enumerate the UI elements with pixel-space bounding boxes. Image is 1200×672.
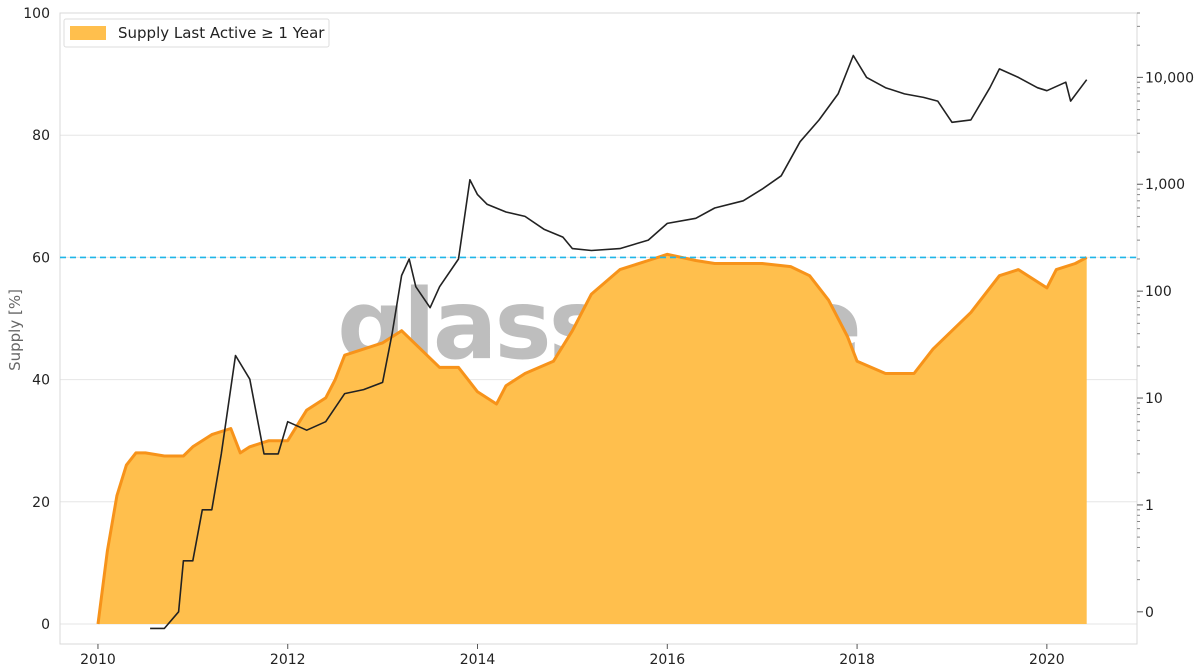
y2-tick-label-100: 100	[1145, 284, 1172, 300]
legend-box	[63, 18, 330, 48]
series-area-layer	[96, 252, 1088, 625]
y2-tick-label-0: 0	[1145, 605, 1154, 621]
y-tick-label-60: 60	[32, 250, 50, 266]
y2-tick-label-10,000: 10,000	[1145, 70, 1194, 86]
y-axis-label: Supply [%]	[6, 289, 24, 371]
x-tick-label-2018: 2018	[839, 652, 875, 668]
series-area-supply-fill	[97, 254, 1087, 625]
y-tick-label-0: 0	[41, 617, 50, 633]
y-tick-label-100: 100	[23, 6, 50, 22]
y2-tick-label-1: 1	[1145, 498, 1154, 514]
y2-tick-label-10: 10	[1145, 391, 1163, 407]
y-tick-label-20: 20	[32, 495, 50, 511]
legend: Supply Last Active ≥ 1 Year	[63, 18, 330, 48]
y2-tick-label-1,000: 1,000	[1145, 177, 1185, 193]
x-tick-label-2020: 2020	[1029, 652, 1065, 668]
x-axis-ticks: 2010 2012 2014 2016 2018 2020	[80, 644, 1065, 668]
legend-swatch	[70, 26, 106, 40]
y-tick-label-40: 40	[32, 373, 50, 389]
plot-frame	[59, 12, 1138, 645]
series-line-layer	[150, 54, 1088, 630]
series-line-price	[150, 54, 1088, 630]
series-area-supply-outline	[96, 252, 1088, 625]
right-axis-ticks: 0 1 10 100 1,000 10,000	[1137, 12, 1194, 621]
y-tick-label-80: 80	[32, 128, 50, 144]
x-tick-label-2012: 2012	[270, 652, 306, 668]
x-tick-label-2014: 2014	[460, 652, 496, 668]
x-tick-label-2016: 2016	[649, 652, 685, 668]
x-tick-label-2010: 2010	[80, 652, 116, 668]
legend-label: Supply Last Active ≥ 1 Year	[118, 24, 325, 42]
left-axis-ticks: 0 20 40 60 80 100	[23, 6, 50, 633]
